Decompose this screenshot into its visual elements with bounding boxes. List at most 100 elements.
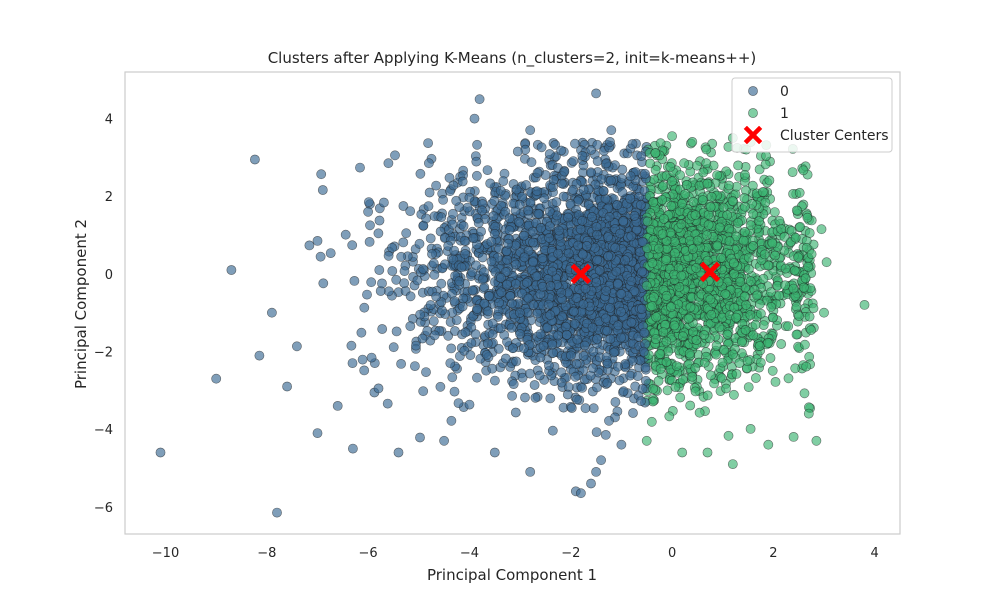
cluster-0-point bbox=[601, 158, 611, 169]
cluster-1-point bbox=[768, 312, 778, 323]
cluster-1-point bbox=[738, 235, 749, 246]
cluster-0-point bbox=[629, 210, 640, 221]
cluster-0-point bbox=[346, 340, 357, 351]
cluster-1-point bbox=[728, 258, 739, 268]
cluster-1-point bbox=[697, 195, 708, 205]
cluster-1-point bbox=[701, 230, 712, 241]
y-tick-label: 2 bbox=[105, 190, 113, 205]
legend-label: 1 bbox=[780, 106, 789, 122]
cluster-0-point bbox=[388, 342, 399, 353]
cluster-0-point bbox=[548, 347, 558, 358]
cluster-0-point bbox=[601, 285, 612, 296]
cluster-1-point bbox=[647, 301, 657, 311]
cluster-0-point bbox=[377, 324, 388, 334]
cluster-0-point bbox=[562, 389, 573, 400]
cluster-0-point bbox=[460, 327, 471, 338]
cluster-0-point bbox=[522, 277, 532, 288]
cluster-0-point bbox=[502, 254, 513, 265]
cluster-0-point bbox=[563, 248, 574, 259]
cluster-0-point bbox=[399, 278, 410, 288]
cluster-0-outlier-point bbox=[596, 455, 606, 466]
cluster-1-point bbox=[758, 273, 769, 284]
cluster-0-point bbox=[637, 266, 647, 277]
cluster-0-point bbox=[537, 253, 548, 264]
cluster-1-point bbox=[687, 371, 698, 382]
cluster-0-point bbox=[495, 272, 506, 283]
cluster-1-point bbox=[702, 390, 713, 401]
cluster-0-point bbox=[495, 323, 506, 334]
cluster-1-point bbox=[793, 252, 804, 263]
cluster-1-point bbox=[650, 334, 661, 344]
cluster-0-point bbox=[357, 354, 368, 365]
cluster-1-point bbox=[756, 308, 766, 319]
cluster-0-point bbox=[431, 180, 441, 191]
cluster-0-point bbox=[454, 276, 465, 287]
cluster-1-point bbox=[737, 337, 747, 347]
cluster-0-point bbox=[603, 251, 614, 262]
cluster-0-point bbox=[415, 432, 425, 443]
cluster-0-point bbox=[471, 260, 481, 271]
x-tick-label: −8 bbox=[257, 546, 276, 561]
cluster-1-outlier-point bbox=[811, 435, 822, 446]
cluster-0-point bbox=[366, 352, 377, 363]
cluster-0-point bbox=[602, 358, 613, 369]
cluster-0-point bbox=[544, 149, 555, 159]
cluster-0-point bbox=[632, 371, 643, 381]
cluster-1-point bbox=[739, 291, 750, 302]
y-tick-label: −4 bbox=[94, 423, 113, 438]
cluster-0-point bbox=[578, 184, 589, 195]
cluster-0-point bbox=[538, 340, 549, 351]
cluster-0-point bbox=[456, 262, 467, 273]
cluster-0-point bbox=[568, 156, 579, 166]
cluster-0-point bbox=[547, 266, 558, 277]
cluster-1-point bbox=[744, 252, 754, 263]
cluster-0-point bbox=[347, 358, 358, 368]
cluster-0-point bbox=[362, 289, 372, 300]
cluster-0-point bbox=[438, 194, 448, 205]
cluster-0-point bbox=[612, 278, 623, 289]
cluster-0-outlier-point bbox=[439, 435, 449, 446]
cluster-1-point bbox=[767, 365, 778, 376]
cluster-0-point bbox=[429, 330, 440, 341]
cluster-0-point bbox=[616, 173, 627, 184]
cluster-0-point bbox=[473, 217, 484, 228]
cluster-0-point bbox=[535, 352, 546, 363]
cluster-0-point bbox=[610, 242, 621, 253]
cluster-0-point bbox=[532, 168, 543, 178]
cluster-0-point bbox=[604, 211, 615, 222]
cluster-0-point bbox=[553, 248, 564, 259]
cluster-0-point bbox=[525, 368, 535, 379]
cluster-0-point bbox=[436, 212, 447, 223]
cluster-0-point bbox=[487, 363, 498, 374]
cluster-1-point bbox=[667, 176, 677, 187]
cluster-0-point bbox=[378, 197, 389, 208]
cluster-1-point bbox=[790, 232, 801, 243]
cluster-1-point bbox=[664, 411, 675, 422]
cluster-0-point bbox=[523, 205, 533, 216]
cluster-1-point bbox=[665, 161, 676, 172]
cluster-0-point bbox=[626, 317, 637, 328]
cluster-1-point bbox=[794, 187, 805, 198]
cluster-0-point bbox=[460, 248, 470, 259]
cluster-0-point bbox=[485, 178, 496, 189]
cluster-0-point bbox=[616, 288, 627, 299]
cluster-0-point bbox=[428, 316, 439, 326]
cluster-0-point bbox=[405, 321, 416, 332]
cluster-0-point bbox=[445, 358, 456, 368]
cluster-1-point bbox=[671, 361, 682, 371]
cluster-0-point bbox=[606, 175, 616, 186]
cluster-0-point bbox=[363, 197, 374, 207]
cluster-0-point bbox=[592, 229, 602, 240]
cluster-1-point bbox=[803, 261, 814, 272]
cluster-0-point bbox=[544, 360, 554, 371]
cluster-0-point bbox=[573, 240, 583, 251]
cluster-1-point bbox=[727, 196, 738, 206]
cluster-1-point bbox=[788, 283, 799, 294]
cluster-0-point bbox=[615, 228, 626, 239]
cluster-1-point bbox=[680, 189, 691, 199]
cluster-1-point bbox=[677, 198, 687, 209]
cluster-0-point bbox=[592, 139, 603, 150]
cluster-0-point bbox=[588, 403, 599, 414]
cluster-1-point bbox=[659, 213, 669, 224]
cluster-1-point bbox=[767, 238, 778, 249]
